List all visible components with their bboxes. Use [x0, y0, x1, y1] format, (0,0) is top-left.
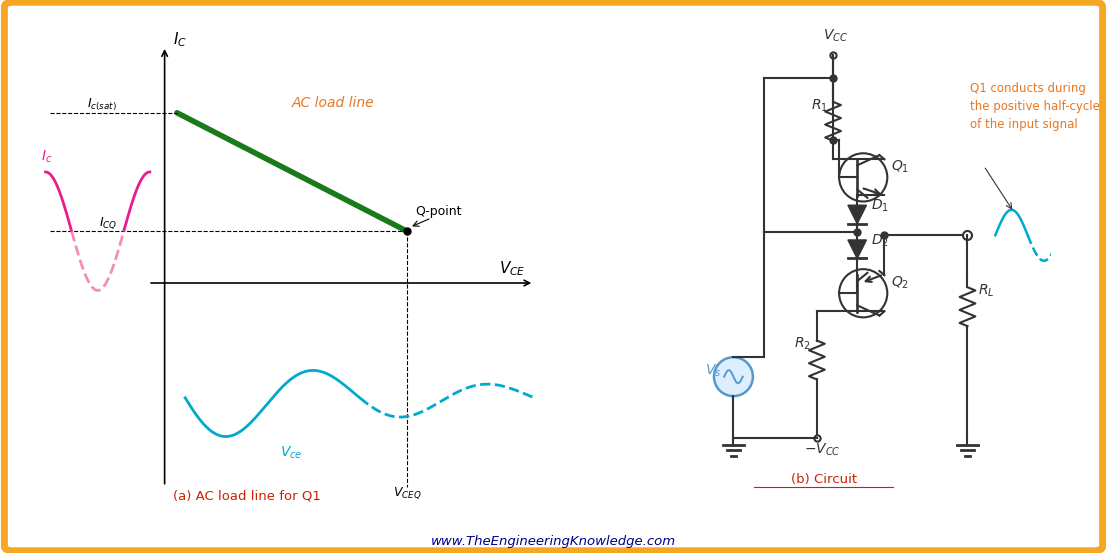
- Text: Q-point: Q-point: [415, 205, 462, 218]
- Text: (a) AC load line for Q1: (a) AC load line for Q1: [173, 489, 321, 502]
- Text: $-V_{CC}$: $-V_{CC}$: [804, 442, 840, 458]
- Polygon shape: [848, 240, 867, 258]
- Circle shape: [714, 357, 753, 396]
- Text: $R_1$: $R_1$: [810, 97, 828, 114]
- Text: Q1 conducts during
the positive half-cycle
of the input signal: Q1 conducts during the positive half-cyc…: [970, 82, 1099, 132]
- Text: (b) Circuit: (b) Circuit: [790, 473, 857, 486]
- Text: $I_c$: $I_c$: [41, 149, 53, 165]
- Text: $V_{CEQ}$: $V_{CEQ}$: [393, 486, 422, 502]
- Text: $R_L$: $R_L$: [977, 283, 994, 299]
- Text: $Q_2$: $Q_2$: [891, 274, 909, 291]
- Polygon shape: [848, 205, 867, 224]
- Text: $D_1$: $D_1$: [871, 198, 889, 214]
- Text: $V_{ce}$: $V_{ce}$: [280, 445, 302, 461]
- Text: $D_2$: $D_2$: [871, 233, 889, 249]
- Text: $R_2$: $R_2$: [794, 336, 810, 352]
- Text: $I_C$: $I_C$: [173, 30, 187, 49]
- Text: AC load line: AC load line: [292, 96, 374, 110]
- Text: $I_{c(sat)}$: $I_{c(sat)}$: [87, 96, 117, 113]
- Text: $I_{CQ}$: $I_{CQ}$: [99, 216, 117, 231]
- Text: $Q_1$: $Q_1$: [891, 158, 909, 175]
- Text: www.TheEngineeringKnowledge.com: www.TheEngineeringKnowledge.com: [431, 535, 676, 547]
- Text: $V_s$: $V_s$: [705, 362, 721, 379]
- Text: $V_{CE}$: $V_{CE}$: [499, 259, 526, 278]
- Text: $V_{CC}$: $V_{CC}$: [823, 28, 848, 44]
